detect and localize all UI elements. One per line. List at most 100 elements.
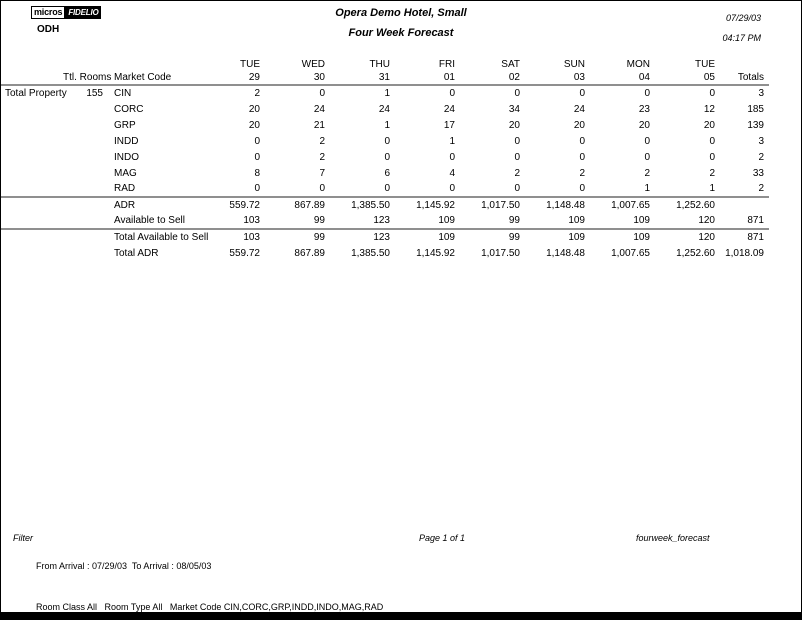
table-cell: 0	[514, 88, 520, 99]
table-cell	[1, 133, 63, 149]
market-row-indd: INDD 0 2 0 1 0 0 0 0 3	[1, 133, 769, 149]
table-cell: FRI	[438, 58, 455, 70]
summary-row: Available to Sell 103 99 123 109 99 109 109 120 8…	[1, 213, 769, 229]
table-cell: 1	[449, 135, 455, 147]
table-cell: 20	[248, 119, 260, 131]
table-cell: WED	[301, 58, 325, 70]
market-row-corc: CORC 20 24 24 24 34 24 23 12 185	[1, 101, 769, 117]
table-cell: 4	[449, 167, 455, 179]
table-cell: 24	[573, 103, 585, 115]
table-cell: 2	[254, 88, 260, 99]
table-cell: 23	[638, 103, 650, 115]
table-cell: 12	[703, 103, 715, 115]
table-cell	[1, 57, 63, 71]
table-cell: 17	[443, 119, 455, 131]
table-cell	[1, 149, 63, 165]
table-cell: 123	[331, 228, 396, 245]
table-cell: 0	[449, 183, 455, 194]
table-cell: 103	[243, 215, 260, 226]
table-cell: 02	[461, 71, 526, 86]
table-cell: 559.72	[201, 196, 266, 213]
total-row: Total ADR 559.72 867.89 1,385.50 1,145.92 1,0…	[1, 245, 769, 261]
table-cell: 99	[508, 215, 520, 226]
table-cell: 139	[747, 119, 764, 131]
table-cell: 109	[526, 228, 591, 245]
print-date: 07/29/03	[725, 13, 761, 23]
table-cell	[1, 196, 63, 213]
print-datetime: 07/29/03 04:17 PM	[722, 8, 761, 48]
table-cell: 0	[579, 183, 585, 194]
table-cell: 34	[508, 103, 520, 115]
table-cell: 2	[709, 167, 715, 179]
table-cell: 109	[633, 215, 650, 226]
table-cell: 0	[384, 135, 390, 147]
table-cell: 99	[266, 228, 331, 245]
table-cell	[721, 57, 769, 71]
table-cell: 1,252.60	[656, 196, 721, 213]
table-cell: 20	[248, 103, 260, 115]
table-cell: 31	[331, 71, 396, 86]
table-cell: 103	[201, 228, 266, 245]
table-cell: 0	[514, 151, 520, 163]
table-cell: ADR	[104, 196, 201, 213]
table-cell: 1,007.65	[591, 196, 656, 213]
table-cell: 867.89	[266, 196, 331, 213]
table-cell: 120	[656, 228, 721, 245]
table-cell: CIN	[114, 88, 132, 99]
filter-line-arrival: From Arrival : 07/29/03 To Arrival : 08/…	[36, 561, 212, 571]
table-cell: RAD	[114, 183, 136, 194]
table-cell: 867.89	[294, 247, 325, 259]
table-cell: 0	[254, 151, 260, 163]
market-row-cin: Total Property 155 CIN 2 0 1 0 0 0 0 0 3	[1, 85, 769, 101]
table-cell: INDD	[114, 135, 139, 147]
table-cell	[1, 101, 63, 117]
table-cell: 20	[703, 119, 715, 131]
table-cell: 109	[396, 228, 461, 245]
table-cell: 0	[254, 135, 260, 147]
print-time: 04:17 PM	[722, 33, 761, 43]
table-cell	[1, 181, 63, 197]
market-row-mag: MAG 8 7 6 4 2 2 2 2 33	[1, 165, 769, 181]
table-cell	[1, 165, 63, 181]
table-cell: 1,385.50	[351, 247, 390, 259]
table-cell	[63, 149, 104, 165]
market-row-rad: RAD 0 0 0 0 0 0 1 1 2	[1, 181, 769, 197]
table-cell: 1,145.92	[396, 196, 461, 213]
table-cell: 24	[313, 103, 325, 115]
table-cell	[1, 228, 63, 245]
table-cell	[63, 57, 104, 71]
table-cell: 0	[644, 151, 650, 163]
table-cell: 8	[254, 167, 260, 179]
table-cell: 0	[384, 183, 390, 194]
table-cell: 1,385.50	[331, 196, 396, 213]
table-cell: 7	[319, 167, 325, 179]
table-cell	[63, 117, 104, 133]
table-cell: 0	[709, 135, 715, 147]
table-cell: MAG	[114, 167, 137, 179]
table-cell: 2	[758, 151, 764, 163]
table-cell: 1,148.48	[546, 247, 585, 259]
table-cell: TUE	[240, 58, 260, 70]
table-cell	[63, 213, 104, 229]
report-title-name: Four Week Forecast	[348, 27, 454, 39]
table-cell: 871	[747, 215, 764, 226]
table-cell: INDO	[114, 151, 139, 163]
table-cell: 3	[758, 88, 764, 99]
table-cell: 30	[266, 71, 331, 86]
table-cell: 123	[373, 215, 390, 226]
page-number: Page 1 of 1	[419, 533, 466, 543]
table-cell: 871	[721, 228, 769, 245]
table-cell: 0	[319, 88, 325, 99]
table-cell: SUN	[563, 58, 585, 70]
table-cell: 2	[758, 183, 764, 194]
column-header-row: Ttl. Rooms Market Code 29 30 31 01 02 03 04 05 Tot…	[1, 71, 769, 86]
micros-fidelio-logo: micros FIDELIO	[31, 6, 102, 19]
table-cell: GRP	[114, 119, 136, 131]
table-cell: 3	[758, 135, 764, 147]
table-cell: 1,017.50	[461, 196, 526, 213]
day-name-row: TUE WED THU FRI SAT SUN MON TUE	[1, 57, 769, 71]
table-cell: 0	[644, 88, 650, 99]
table-cell: 04	[591, 71, 656, 86]
table-cell: 2	[319, 151, 325, 163]
table-cell: 1,252.60	[676, 247, 715, 259]
